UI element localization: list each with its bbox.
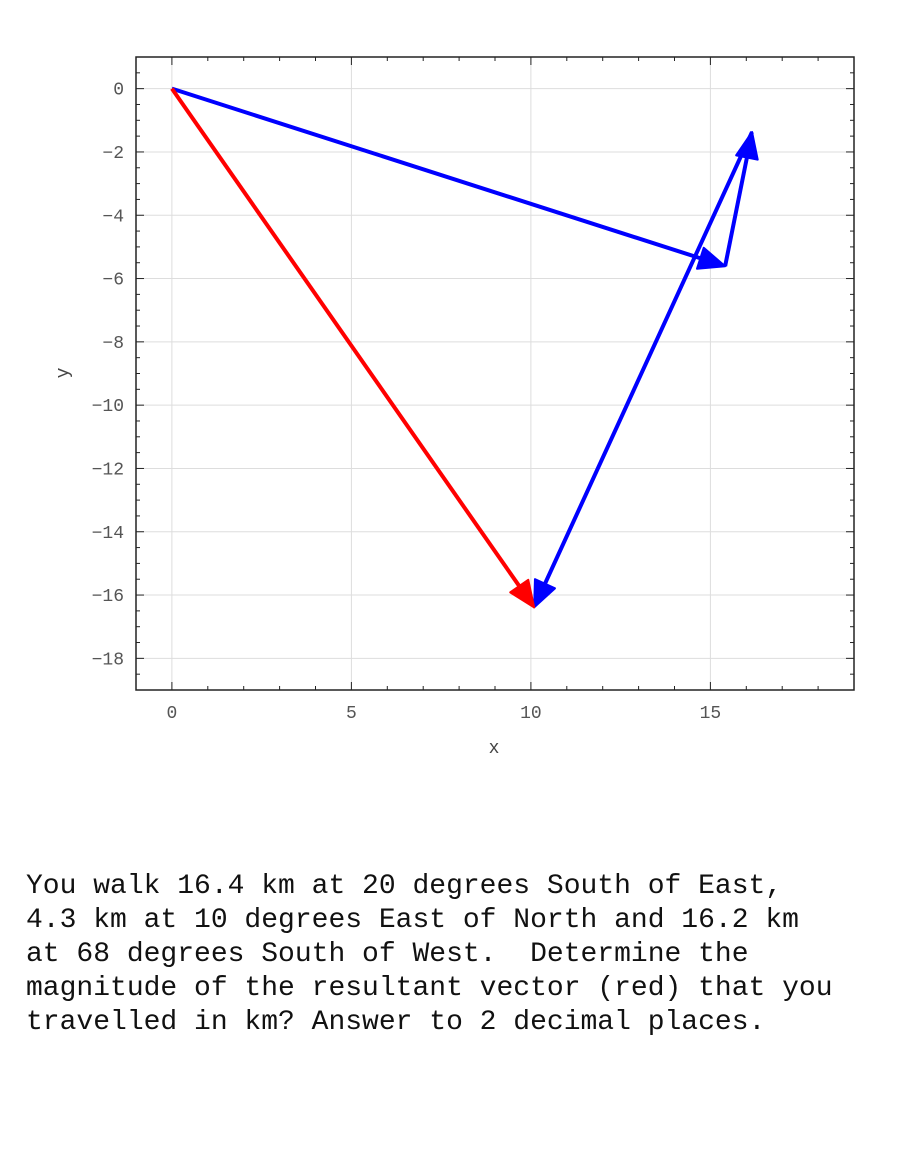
- vector-1-line: [171, 86, 701, 261]
- grid: [136, 57, 854, 690]
- x-tick-label: 15: [700, 704, 722, 724]
- vectors: [170, 86, 759, 609]
- resultant-line: [170, 87, 521, 588]
- y-tick-label: −2: [102, 144, 124, 164]
- vector-1-arrowhead: [696, 246, 727, 270]
- y-tick-label: −12: [92, 460, 124, 480]
- y-tick-label: −8: [102, 334, 124, 354]
- vector-3-line: [543, 131, 754, 585]
- x-tick-label: 5: [346, 704, 357, 724]
- x-tick-label: 0: [166, 704, 177, 724]
- resultant-arrowhead: [509, 578, 536, 609]
- y-tick-label: −6: [102, 271, 124, 291]
- y-tick-label: −18: [92, 650, 124, 670]
- y-tick-label: 0: [113, 81, 124, 101]
- y-tick-label: −14: [92, 524, 124, 544]
- y-tick-label: −4: [102, 207, 124, 227]
- question-text: You walk 16.4 km at 20 degrees South of …: [26, 871, 833, 1038]
- y-tick-label: −10: [92, 397, 124, 417]
- y-tick-label: −16: [92, 587, 124, 607]
- ticks: 0 5 10 15 0 −2 −4 −6 −8 −10 −12 −14 −16 −18: [92, 56, 855, 724]
- x-axis-label: x: [489, 739, 500, 759]
- y-axis-label: y: [54, 367, 74, 378]
- vector-plot: 0 5 10 15 0 −2 −4 −6 −8 −10 −12 −14 −16 −18 x y: [54, 56, 855, 759]
- plot-frame: [135, 56, 855, 691]
- x-tick-label: 10: [520, 704, 542, 724]
- vector-3-arrowhead: [533, 578, 556, 609]
- vector-2-line: [723, 157, 749, 267]
